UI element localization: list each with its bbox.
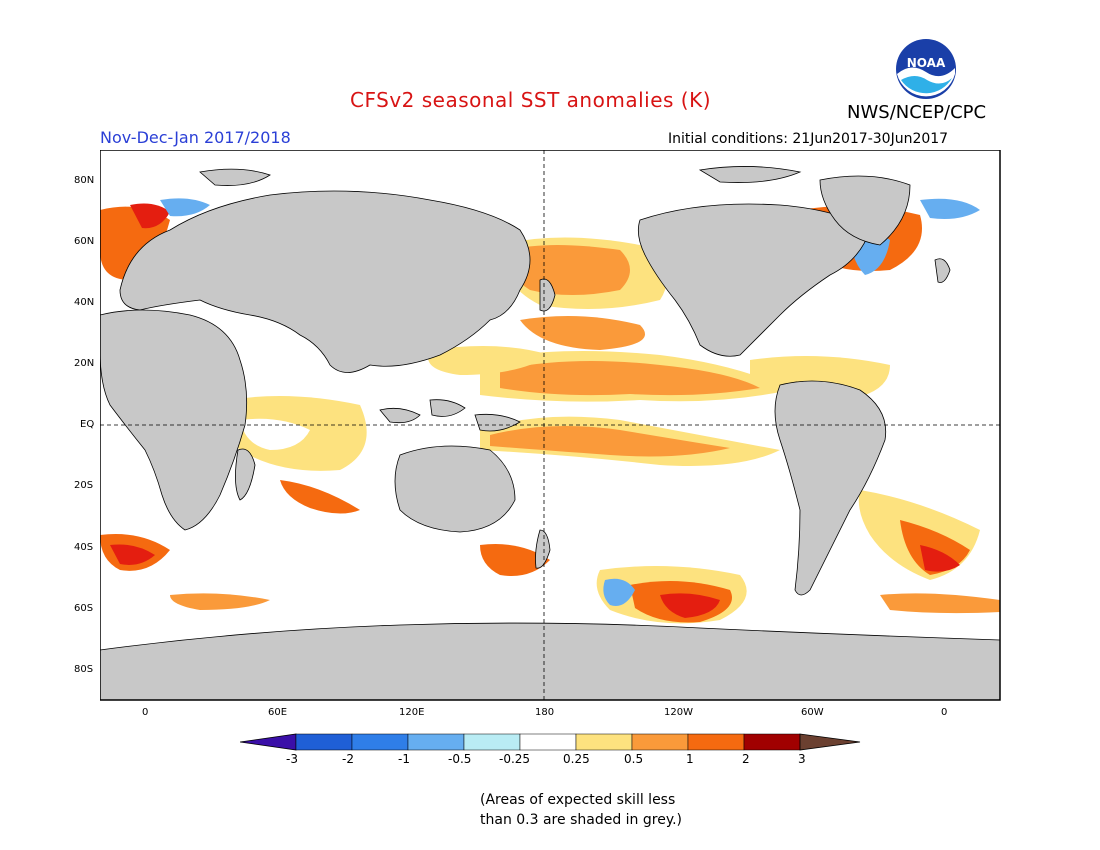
lat-label-20n: 20N [74,358,95,369]
lat-label-20s: 20S [74,480,94,491]
colorbar-max-arrow [799,733,861,751]
lon-label-120e: 120E [399,707,425,718]
anomaly-patches [100,198,1000,624]
lat-label-60n: 60N [74,236,95,247]
lon-label-120w: 120W [664,707,693,718]
noaa-logo-icon: NOAA [896,39,956,99]
map-frame [100,150,1001,701]
colorbar-min-arrow [240,733,297,751]
colorbar-label: -0.25 [499,752,531,766]
lon-label-60w: 60W [801,707,824,718]
initial-conditions: Initial conditions: 21Jun2017-30Jun2017 [668,131,949,147]
svg-text:NOAA: NOAA [907,56,946,70]
lat-label-60s: 60S [74,603,94,614]
map-title: CFSv2 seasonal SST anomalies (K) [350,88,711,112]
lon-label-0-left: 0 [142,707,149,718]
colorbar-label: 3 [798,752,806,766]
land-masses [100,166,1001,701]
colorbar-label: -1 [398,752,410,766]
lat-label-80n: 80N [74,175,95,186]
colorbar-label: 2 [742,752,750,766]
colorbar-label: -3 [286,752,298,766]
agency-label: NWS/NCEP/CPC [847,102,987,123]
lat-label-eq: EQ [80,419,95,430]
colorbar-label: 0.5 [624,752,644,766]
colorbar-label: -0.5 [448,752,472,766]
lat-label-40s: 40S [74,542,94,553]
lon-label-0-right: 0 [941,707,948,718]
lon-label-60e: 60E [268,707,288,718]
forecast-period: Nov-Dec-Jan 2017/2018 [100,128,291,147]
colorbar-label: 1 [686,752,694,766]
colorbar-label: -2 [342,752,354,766]
lat-label-80s: 80S [74,664,94,675]
sst-anomaly-map [100,150,1001,701]
lat-label-40n: 40N [74,297,95,308]
colorbar-label: 0.25 [563,752,590,766]
footnote-line-1: (Areas of expected skill less [480,792,676,808]
lon-label-180: 180 [535,707,555,718]
colorbar [240,733,861,751]
footnote-line-2: than 0.3 are shaded in grey.) [480,812,683,828]
